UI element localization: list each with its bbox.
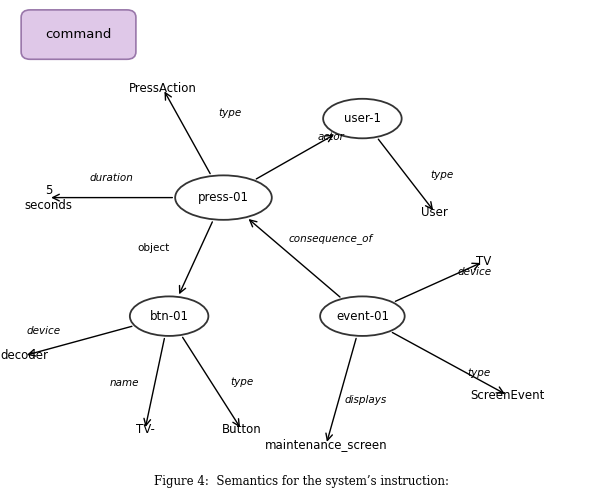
Text: duration: duration — [90, 173, 133, 183]
Text: name: name — [110, 378, 140, 388]
Text: PressAction: PressAction — [129, 82, 197, 95]
Text: device: device — [26, 326, 60, 336]
Ellipse shape — [175, 175, 272, 220]
Text: command: command — [45, 28, 112, 41]
Text: Button: Button — [222, 423, 262, 436]
Text: btn-01: btn-01 — [150, 310, 188, 323]
Text: actor: actor — [318, 132, 345, 142]
Text: type: type — [431, 170, 454, 180]
Text: consequence_of: consequence_of — [289, 233, 373, 244]
Text: type: type — [218, 108, 241, 118]
Text: displays: displays — [344, 395, 387, 405]
Text: type: type — [467, 368, 490, 378]
Text: decoder: decoder — [0, 349, 48, 362]
Text: TV-: TV- — [135, 423, 155, 436]
Text: press-01: press-01 — [198, 191, 249, 204]
Text: maintenance_screen: maintenance_screen — [265, 438, 388, 451]
Text: Figure 4:  Semantics for the system’s instruction:: Figure 4: Semantics for the system’s ins… — [155, 475, 449, 488]
Text: object: object — [137, 243, 170, 253]
FancyBboxPatch shape — [21, 10, 136, 59]
Text: TV: TV — [475, 255, 491, 268]
Text: event-01: event-01 — [336, 310, 389, 323]
Text: device: device — [457, 267, 491, 277]
Ellipse shape — [130, 296, 208, 336]
Text: 5
seconds: 5 seconds — [24, 184, 72, 211]
Ellipse shape — [323, 99, 402, 138]
Ellipse shape — [320, 296, 405, 336]
Text: type: type — [230, 377, 253, 387]
Text: user-1: user-1 — [344, 112, 381, 125]
Text: ScreenEvent: ScreenEvent — [470, 389, 545, 402]
Text: User: User — [422, 206, 448, 219]
